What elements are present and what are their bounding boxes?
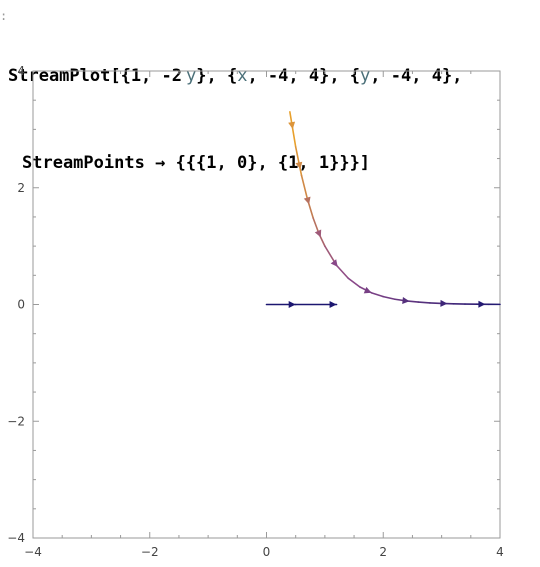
stream-arrowhead: [329, 301, 337, 308]
axis-ticks: [32, 70, 501, 539]
y-tick-label: 0: [17, 298, 25, 312]
stream-arrowhead: [440, 299, 448, 307]
y-tick-label: −4: [7, 531, 25, 545]
cell-bracket[interactable]: :: [0, 9, 8, 23]
stream-arrowhead: [478, 300, 486, 308]
streamline-segment: [300, 174, 309, 200]
x-tick-label: −2: [141, 545, 159, 559]
stream-plot-output[interactable]: −4 −2 0 2 4 4 2 0 −2 −4: [0, 62, 540, 567]
stream-plot: −4 −2 0 2 4 4 2 0 −2 −4: [7, 64, 504, 559]
code-line-2: StreamPoints → {{{1, 0}, {1, 1}}}]: [8, 149, 528, 178]
streamline-segment: [335, 264, 350, 280]
stream-arrowhead: [314, 229, 322, 238]
streamline-segment: [382, 295, 396, 301]
stream-arrowhead: [295, 161, 303, 170]
x-tick-label: −4: [24, 545, 42, 559]
tick-labels: −4 −2 0 2 4 4 2 0 −2 −4: [7, 64, 504, 559]
rule-arrow: →: [155, 153, 166, 173]
y-tick-label: −2: [7, 414, 25, 428]
streamline-segment: [370, 292, 385, 298]
code-variable: y: [360, 66, 371, 86]
streamline-segment: [347, 277, 361, 288]
x-tick-label: 0: [263, 545, 271, 559]
stream-arrowhead: [303, 196, 311, 205]
stream-arrowhead: [363, 286, 372, 294]
code-variable: x: [237, 66, 248, 86]
streamline-segment: [294, 146, 303, 177]
y-tick-label: 2: [17, 181, 25, 195]
streamline-segment: [417, 301, 431, 304]
stream-arrowhead: [402, 297, 410, 304]
stream-lines: [265, 111, 501, 308]
x-tick-label: 2: [379, 545, 387, 559]
code-token: {{{1, 0}, {1, 1}}}]: [175, 153, 371, 173]
code-variable: y: [186, 66, 197, 86]
stream-arrowhead: [330, 259, 338, 267]
y-tick-label: 4: [17, 64, 25, 78]
code-token: StreamPoints: [22, 153, 145, 173]
streamline-segment: [429, 302, 443, 305]
x-tick-label: 4: [496, 545, 504, 559]
stream-arrowhead: [288, 121, 296, 130]
stream-arrowhead: [288, 301, 296, 308]
streamline-segment: [289, 111, 297, 148]
